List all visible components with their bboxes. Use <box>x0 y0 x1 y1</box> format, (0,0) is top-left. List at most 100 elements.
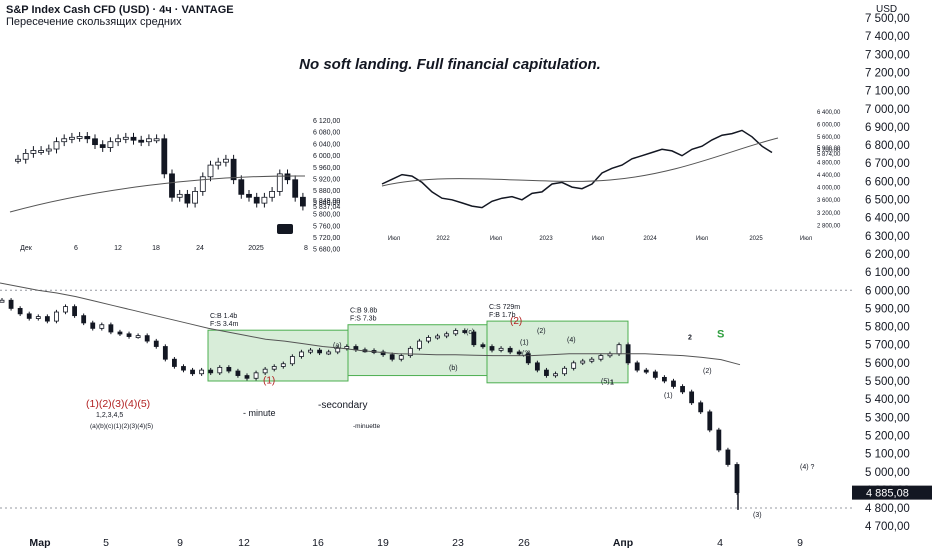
inset-left-x-tick: 12 <box>114 245 122 252</box>
inset-right-x-tick: Июл <box>696 236 709 242</box>
candle <box>17 307 23 315</box>
y-tick-label: 5 000,00 <box>865 467 910 479</box>
y-tick-label: 4 700,00 <box>865 521 910 533</box>
y-tick-label: 4 800,00 <box>865 503 910 515</box>
inset-right-x-tick: 2023 <box>539 236 553 242</box>
inset-left-candle <box>22 152 29 160</box>
candle <box>571 362 577 369</box>
candle <box>108 324 114 333</box>
ma-line <box>0 282 741 366</box>
candle <box>525 353 531 364</box>
candle <box>81 315 87 324</box>
inset-left-candle <box>153 138 160 142</box>
candle <box>181 366 186 371</box>
inset-left-candle <box>276 173 283 192</box>
inset-right-price-line <box>381 129 773 209</box>
wave-label: (4) <box>567 337 576 344</box>
candle <box>698 402 704 413</box>
candle <box>99 324 105 329</box>
wave-label: (3) <box>522 351 531 358</box>
candle <box>299 351 304 357</box>
inset-right-x-tick: Июл <box>388 236 401 242</box>
inset-right-y-tick: 3 600,00 <box>817 198 841 204</box>
inset-left-y-tick: 6 080,00 <box>313 130 340 137</box>
inset-right-tag: 5 900,00 <box>817 146 841 152</box>
candle <box>444 333 450 337</box>
x-tick-label: 26 <box>518 537 530 549</box>
inset-left-candle <box>230 158 237 181</box>
symbol-title[interactable]: S&P Index Cash CFD (USD) · 4ч · VANTAGE <box>6 4 234 16</box>
candle <box>498 347 504 351</box>
y-tick-label: 6 800,00 <box>865 140 910 152</box>
candle <box>380 351 386 356</box>
inset-left-x-tick: 24 <box>196 245 204 252</box>
indicator-name[interactable]: Пересечение скользящих средних <box>6 16 182 28</box>
inset-right-y-tick: 2 800,00 <box>817 223 841 229</box>
inset-left-candle <box>222 158 229 163</box>
wave-label: 2 <box>688 334 692 341</box>
inset-left-candle <box>69 136 75 140</box>
y-tick-label: 6 100,00 <box>865 267 910 279</box>
y-tick-label: 6 000,00 <box>865 285 910 297</box>
y-tick-label: 7 400,00 <box>865 31 910 43</box>
y-tick-label: 6 300,00 <box>865 231 910 243</box>
last-price-value: 4 885,08 <box>866 488 909 500</box>
inset-right-y-tick: 3 200,00 <box>817 211 841 217</box>
candle <box>398 355 404 360</box>
inset-right-x-tick: 2024 <box>643 236 657 242</box>
inset-left-y-tick: 5 920,00 <box>313 177 340 184</box>
legend-nums: 1,2,3,4,5 <box>96 412 123 419</box>
candle <box>44 316 50 322</box>
y-tick-label: 6 200,00 <box>865 249 910 261</box>
legend-minuette: -minuette <box>353 423 380 430</box>
candle <box>562 367 567 375</box>
inset-left-candle <box>238 179 245 195</box>
y-tick-label: 5 600,00 <box>865 358 910 370</box>
candle <box>643 369 649 373</box>
y-tick-label: 6 600,00 <box>865 176 910 188</box>
y-tick-label: 6 400,00 <box>865 213 910 225</box>
inset-left-candle <box>138 139 145 143</box>
inset-right-y-tick: 4 800,00 <box>817 160 841 166</box>
inset-left-y-tick: 6 120,00 <box>313 118 340 125</box>
candle <box>117 331 123 335</box>
wave-label: (2) <box>703 368 712 375</box>
candle <box>471 331 477 346</box>
inset-left-x-tick: Дек <box>20 245 33 252</box>
wave-label: (a) <box>333 342 342 349</box>
inset-right-y-tick: 6 400,00 <box>817 110 841 116</box>
candle <box>0 299 5 303</box>
x-tick-label: 5 <box>103 537 109 549</box>
wave-label: (2) <box>510 316 522 327</box>
candle <box>389 354 395 360</box>
inset-left-y-tick: 5 840,00 <box>313 200 340 207</box>
wave-label: (1) <box>263 376 275 387</box>
candle <box>144 335 150 342</box>
volume-box <box>207 329 349 382</box>
inset-left-x-tick: 18 <box>152 245 160 252</box>
candle <box>271 366 277 370</box>
y-tick-label: 6 900,00 <box>865 122 910 134</box>
candle <box>680 386 685 393</box>
candle <box>671 380 676 387</box>
inset-left-candle <box>161 138 168 175</box>
wave-label: (5) <box>601 379 610 386</box>
inset-left-candle <box>115 138 121 143</box>
inset-left-y-tick: 6 000,00 <box>313 153 340 160</box>
y-tick-label: 7 300,00 <box>865 49 910 61</box>
y-tick-label: 5 200,00 <box>865 430 910 442</box>
candle <box>507 347 513 353</box>
inset-left-candle <box>107 141 114 148</box>
inset-right-y-tick: 6 000,00 <box>817 123 841 129</box>
inset-right-bg <box>376 108 854 256</box>
wave-label: (3) <box>753 512 762 519</box>
candle <box>208 369 214 374</box>
ma-label: S <box>717 328 724 340</box>
candle <box>289 356 295 365</box>
box-label: F:B 1.7b <box>489 312 516 319</box>
inset-left-y-tick: 5 680,00 <box>313 247 340 254</box>
y-tick-label: 5 800,00 <box>865 322 910 334</box>
candle <box>516 351 522 355</box>
